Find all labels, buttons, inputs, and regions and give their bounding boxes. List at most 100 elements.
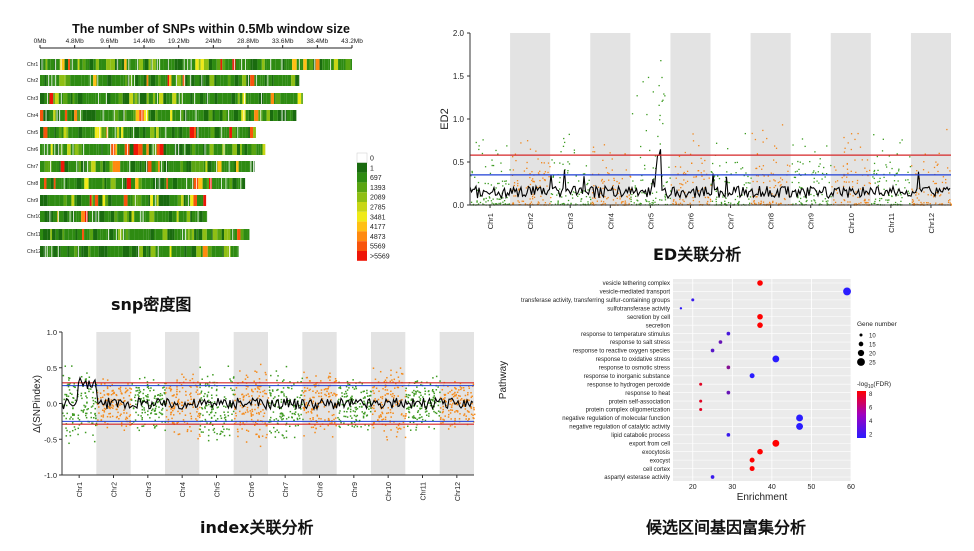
- ed-point: [502, 185, 504, 187]
- index-point: [93, 417, 95, 419]
- snp-density-segment: [163, 195, 167, 206]
- ed-point: [887, 199, 889, 201]
- go-size-legend-dot: [857, 358, 865, 366]
- snp-density-segment: [53, 110, 56, 121]
- index-point: [72, 396, 74, 399]
- snp-density-segment: [148, 93, 153, 104]
- ed-point: [670, 184, 673, 186]
- snp-density-segment: [88, 178, 92, 189]
- snp-density-segment: [244, 144, 248, 155]
- ed-point: [592, 146, 595, 148]
- ed-point: [665, 181, 668, 184]
- index-point: [303, 395, 306, 397]
- index-y-tick-label: -0.5: [44, 435, 57, 444]
- ed-point: [876, 155, 879, 158]
- index-point: [257, 387, 259, 390]
- snp-density-segment: [85, 127, 91, 138]
- ed-point: [582, 173, 585, 175]
- snp-gap-line: [73, 211, 74, 222]
- ed-point: [630, 188, 632, 191]
- index-point: [69, 392, 72, 395]
- index-point: [241, 406, 244, 409]
- index-point: [355, 385, 357, 388]
- snp-density-segment: [181, 75, 183, 86]
- ed-point: [849, 193, 851, 195]
- snp-density-segment: [129, 229, 135, 240]
- ed-point: [715, 190, 717, 193]
- ed-point: [664, 197, 667, 199]
- index-point: [280, 390, 283, 393]
- index-point: [381, 411, 383, 414]
- ed-point: [531, 195, 534, 198]
- ed-point: [743, 184, 745, 186]
- index-point: [350, 396, 352, 399]
- snp-gap-line: [197, 127, 199, 138]
- snp-density-segment: [129, 144, 134, 155]
- ed-point: [647, 76, 650, 79]
- snp-density-segment: [280, 93, 285, 104]
- ed-point: [857, 132, 859, 135]
- index-point: [223, 411, 225, 413]
- ed-point: [783, 197, 786, 200]
- ed-point: [760, 200, 762, 202]
- snp-density-segment: [114, 246, 119, 257]
- snp-density-segment: [117, 144, 120, 155]
- snp-density-segment: [222, 127, 225, 138]
- snp-gap-line: [146, 110, 147, 121]
- snp-density-segment: [81, 246, 84, 257]
- index-point: [157, 400, 159, 403]
- snp-density-segment: [229, 178, 233, 189]
- snp-density-segment: [43, 127, 48, 138]
- index-point: [370, 390, 372, 393]
- ed-point: [948, 192, 950, 194]
- index-point: [95, 422, 98, 425]
- index-point: [172, 394, 175, 397]
- index-point: [300, 408, 302, 410]
- go-color-legend-bar: [857, 391, 866, 438]
- snp-density-segment: [243, 229, 248, 240]
- go-x-label: Enrichment: [737, 492, 788, 503]
- ed-point: [718, 177, 721, 180]
- snp-density-segment: [98, 195, 103, 206]
- index-point: [245, 441, 248, 443]
- snp-density-segment: [247, 229, 250, 240]
- snp-density-segment: [192, 110, 195, 121]
- snp-density-segment: [94, 246, 99, 257]
- ed-point: [508, 203, 511, 205]
- index-point: [470, 406, 473, 408]
- ed-point: [567, 199, 570, 202]
- snp-density-segment: [65, 75, 71, 86]
- index-point: [456, 403, 459, 405]
- snp-density-segment: [127, 127, 130, 138]
- index-point: [116, 415, 119, 418]
- ed-point: [868, 199, 870, 201]
- index-point: [396, 431, 399, 433]
- ed-point: [855, 203, 858, 206]
- index-point: [468, 399, 470, 402]
- index-y-ticks: 1.00.50.0-0.5-1.0: [44, 328, 62, 480]
- index-point: [381, 395, 384, 398]
- index-point: [129, 391, 132, 394]
- snp-density-segment: [169, 127, 172, 138]
- index-point: [305, 401, 308, 404]
- snp-density-segment: [266, 93, 271, 104]
- index-point: [104, 408, 107, 411]
- go-pathway-label: lipid catabolic process: [611, 433, 670, 439]
- ed-point: [664, 193, 667, 196]
- snp-density-segment: [77, 110, 79, 121]
- index-point: [416, 418, 418, 421]
- snp-density-segment: [161, 110, 166, 121]
- snp-density-segment: [202, 178, 207, 189]
- snp-density-segment: [232, 144, 237, 155]
- ed-point: [825, 200, 827, 203]
- ed-point: [593, 185, 595, 187]
- snp-density-segment: [282, 59, 285, 70]
- snp-density-segment: [55, 127, 59, 138]
- index-point: [448, 409, 450, 412]
- snp-density-segment: [56, 161, 60, 172]
- snp-density-segment: [224, 229, 228, 240]
- snp-density-segment: [285, 75, 288, 86]
- index-point: [398, 380, 401, 382]
- ed-point: [922, 169, 925, 171]
- ed-point: [541, 162, 543, 164]
